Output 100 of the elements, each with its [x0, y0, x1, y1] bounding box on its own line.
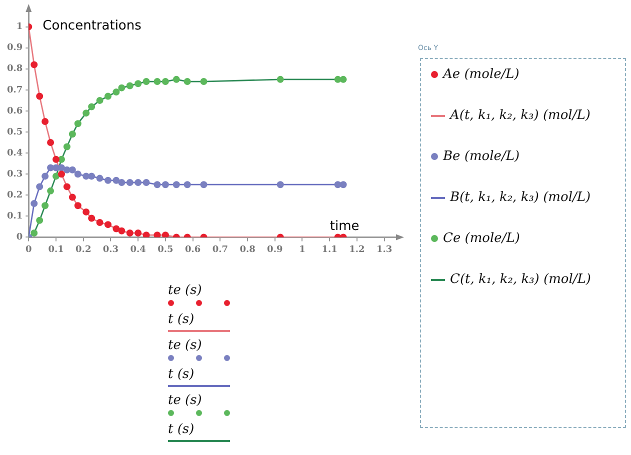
- point: [30, 229, 38, 236]
- point: [42, 118, 49, 125]
- point: [118, 179, 126, 186]
- point: [172, 181, 180, 188]
- legend-label: C(t, k₁, k₂, k₃) (mol/L): [450, 272, 591, 287]
- x-tick-label: 1.3: [376, 244, 392, 255]
- point: [340, 181, 347, 188]
- x-tick-label: 0.3: [102, 244, 119, 255]
- point: [88, 214, 96, 222]
- point: [74, 202, 82, 210]
- x-axis-title: time: [330, 219, 360, 234]
- point: [154, 78, 161, 86]
- y-axis-title: Concentrations: [42, 18, 142, 34]
- x-tick-label: 0.8: [240, 244, 256, 255]
- x-tick-label: 1.2: [349, 244, 365, 255]
- point: [74, 170, 82, 178]
- x-tick-label: 0.6: [184, 244, 201, 255]
- point: [104, 221, 112, 228]
- x-tick-label: 0.9: [267, 244, 283, 255]
- point: [134, 179, 142, 186]
- point: [36, 216, 44, 224]
- point: [112, 176, 120, 184]
- y-tick-label: 0.9: [6, 43, 23, 54]
- point: [118, 84, 126, 92]
- point: [126, 229, 134, 236]
- point: [340, 76, 347, 83]
- y-tick-label: 0.2: [6, 190, 23, 200]
- point: [142, 232, 150, 238]
- y-tick-label: 0.5: [6, 127, 23, 138]
- y-tick-label: 0.3: [6, 169, 23, 180]
- point: [96, 218, 104, 226]
- point: [63, 183, 70, 190]
- point: [36, 92, 44, 100]
- point: [276, 181, 284, 188]
- point: [30, 200, 38, 208]
- point: [47, 139, 54, 146]
- text: te (s): [168, 338, 203, 353]
- legend-label: A(t, k₁, k₂, k₃) (mol/L): [450, 108, 590, 123]
- x-tick-label: 0.2: [76, 244, 92, 255]
- point: [126, 179, 134, 186]
- point: [126, 82, 134, 90]
- point: [52, 172, 60, 180]
- text: t (s): [168, 422, 196, 437]
- point: [30, 61, 38, 68]
- point: [42, 172, 49, 180]
- point: [52, 156, 60, 163]
- y-tick-label: 0.4: [6, 148, 23, 158]
- point: [172, 76, 180, 83]
- y-tick-label: 0.6: [6, 106, 23, 116]
- x-tick-label: 1: [299, 244, 306, 255]
- x-tick-label: 0.7: [212, 244, 228, 255]
- text: te (s): [168, 393, 203, 408]
- y-tick-label: 0.8: [6, 64, 23, 74]
- point: [82, 110, 90, 117]
- point: [142, 179, 150, 186]
- point: [104, 176, 112, 184]
- y-tick-label: 0.7: [6, 85, 23, 96]
- point: [134, 80, 142, 88]
- legend-label: Be (mole/L): [443, 149, 520, 164]
- legend-label: B(t, k₁, k₂, k₃) (mol/L): [450, 190, 591, 205]
- point: [134, 229, 142, 236]
- point: [162, 181, 169, 188]
- point: [68, 166, 76, 174]
- legend-label: Ce (mole/L): [443, 231, 520, 246]
- point: [142, 78, 150, 86]
- point: [88, 172, 96, 180]
- text: te (s): [168, 283, 203, 298]
- x-tick-label: 0: [26, 244, 32, 255]
- point: [88, 103, 96, 110]
- point: [104, 92, 112, 100]
- point: [200, 78, 208, 86]
- x-tick-label: 0.4: [130, 244, 146, 255]
- text: t (s): [168, 367, 196, 382]
- point: [112, 225, 120, 232]
- point: [68, 130, 76, 138]
- point: [96, 96, 104, 104]
- point: [42, 202, 49, 210]
- text: t (s): [168, 312, 196, 327]
- x-tick-label: 0.5: [158, 244, 174, 255]
- point: [96, 174, 104, 182]
- point: [68, 194, 76, 201]
- point: [58, 170, 65, 178]
- point: [162, 232, 169, 238]
- x-tick-label: 0.1: [48, 244, 64, 255]
- point: [276, 76, 284, 83]
- point: [118, 227, 126, 234]
- point: [184, 181, 191, 188]
- point: [82, 208, 90, 216]
- point: [200, 181, 208, 188]
- x-tick-label: 1.1: [322, 244, 338, 255]
- point: [47, 187, 54, 194]
- y-tick-label: 1: [16, 22, 23, 32]
- point: [63, 143, 70, 150]
- point: [74, 120, 82, 128]
- point: [112, 88, 120, 96]
- legend-label: Ae (mole/L): [443, 67, 520, 82]
- point: [154, 181, 161, 188]
- point: [184, 78, 191, 86]
- point: [162, 78, 169, 86]
- y-tick-label: 0: [16, 232, 23, 243]
